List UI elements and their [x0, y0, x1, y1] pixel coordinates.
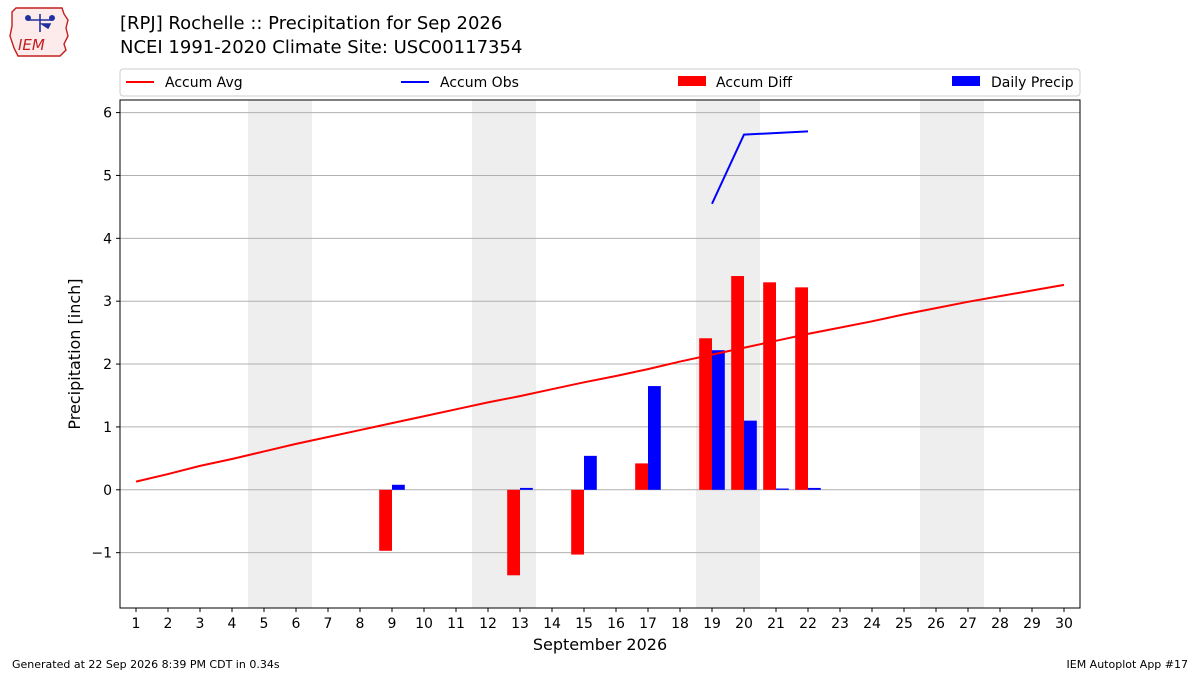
- accum-avg-line: [135, 283, 1065, 483]
- x-tick-label: 13: [511, 616, 529, 632]
- accum-diff-bar-19: [699, 338, 712, 490]
- daily-precip-bar-19: [712, 350, 725, 490]
- legend-label-accum-obs: Accum Obs: [440, 75, 519, 91]
- accum-diff-bar-17: [635, 463, 648, 490]
- generated-timestamp: Generated at 22 Sep 2026 8:39 PM CDT in …: [12, 658, 280, 671]
- accum-diff-bar-9: [379, 489, 392, 551]
- y-axis-label: Precipitation [inch]: [65, 278, 84, 429]
- x-tick-label: 17: [639, 616, 657, 632]
- iem-logo: IEM: [9, 7, 69, 57]
- x-tick-label: 29: [1023, 616, 1041, 632]
- x-tick-label: 8: [356, 616, 365, 632]
- weekend-bands: [248, 100, 984, 608]
- x-tick-label: 15: [575, 616, 593, 632]
- y-tick-label: 6: [103, 106, 112, 122]
- x-tick-label: 2: [164, 616, 173, 632]
- x-tick-label: 23: [831, 616, 849, 632]
- x-axis-ticks: 1 2 3 4 5 6 7 8 9 10 11 12 13 14 15 16 17 18 19 20 21 22 23 24 2…: [132, 608, 1073, 632]
- x-tick-label: 24: [863, 616, 881, 632]
- accum-diff-bar-21: [763, 282, 776, 490]
- x-tick-label: 1: [132, 616, 141, 632]
- accum-diff-bar-22: [795, 287, 808, 490]
- x-tick-label: 22: [799, 616, 817, 632]
- y-tick-label: 2: [103, 357, 112, 373]
- x-tick-label: 21: [767, 616, 785, 632]
- daily-precip-bar-22: [808, 487, 821, 490]
- x-tick-label: 19: [703, 616, 721, 632]
- weekend-band-5: [248, 100, 280, 608]
- accum-diff-bar-15: [571, 489, 584, 555]
- weekend-band-12: [472, 100, 504, 608]
- daily-precip-bar-13: [520, 487, 533, 490]
- chart-subtitle: NCEI 1991-2020 Climate Site: USC00117354: [120, 37, 523, 58]
- daily-precip-bar-20: [744, 420, 757, 490]
- x-tick-label: 25: [895, 616, 913, 632]
- logo-text: IEM: [18, 36, 45, 54]
- x-tick-label: 9: [388, 616, 397, 632]
- accum-diff-bar-13: [507, 489, 520, 576]
- x-tick-label: 12: [479, 616, 497, 632]
- x-tick-label: 18: [671, 616, 689, 632]
- daily-precip-bar-21: [776, 488, 789, 490]
- legend: Accum Avg Accum Obs Accum Diff Daily Pre…: [119, 68, 1081, 97]
- accum-diff-bar-20: [731, 276, 744, 490]
- daily-precip-bar-15: [584, 455, 597, 490]
- y-tick-label: 0: [103, 483, 112, 499]
- legend-label-accum-diff: Accum Diff: [716, 75, 792, 91]
- x-axis-label: September 2026: [533, 635, 667, 654]
- weather-station-icon: [24, 14, 55, 32]
- x-tick-label: 26: [927, 616, 945, 632]
- weekend-band-27: [952, 100, 984, 608]
- legend-box: [119, 68, 1081, 97]
- x-tick-label: 11: [447, 616, 465, 632]
- app-label: IEM Autoplot App #17: [1066, 658, 1189, 671]
- y-tick-label: 5: [103, 168, 112, 184]
- y-tick-label: 3: [103, 294, 112, 310]
- accum-obs-line: [711, 130, 809, 205]
- x-tick-label: 3: [196, 616, 205, 632]
- legend-swatch-accum-diff: [678, 76, 706, 86]
- x-tick-label: 10: [415, 616, 433, 632]
- legend-label-daily-precip: Daily Precip: [991, 75, 1074, 91]
- x-tick-label: 28: [991, 616, 1009, 632]
- x-tick-label: 14: [543, 616, 561, 632]
- x-tick-label: 30: [1055, 616, 1073, 632]
- y-axis-ticks: −1 0 1 2 3 4 5 6: [91, 106, 120, 562]
- chart-title: [RPJ] Rochelle :: Precipitation for Sep …: [120, 13, 503, 34]
- plot-frame: [119, 99, 1081, 609]
- y-tick-label: −1: [91, 546, 112, 562]
- y-tick-label: 4: [103, 231, 112, 247]
- x-tick-label: 16: [607, 616, 625, 632]
- bars: [379, 276, 821, 576]
- x-tick-label: 6: [292, 616, 301, 632]
- series-lines: [135, 130, 1065, 483]
- x-tick-label: 4: [228, 616, 237, 632]
- weekend-band-26: [920, 100, 952, 608]
- x-tick-label: 7: [324, 616, 333, 632]
- legend-label-accum-avg: Accum Avg: [165, 75, 243, 91]
- x-tick-label: 27: [959, 616, 977, 632]
- daily-precip-bar-17: [648, 386, 661, 490]
- legend-swatch-daily-precip: [952, 76, 980, 86]
- x-tick-label: 20: [735, 616, 753, 632]
- gridlines: [120, 112, 1080, 554]
- daily-precip-bar-9: [392, 484, 405, 490]
- x-tick-label: 5: [260, 616, 269, 632]
- weekend-band-6: [280, 100, 312, 608]
- y-tick-label: 1: [103, 420, 112, 436]
